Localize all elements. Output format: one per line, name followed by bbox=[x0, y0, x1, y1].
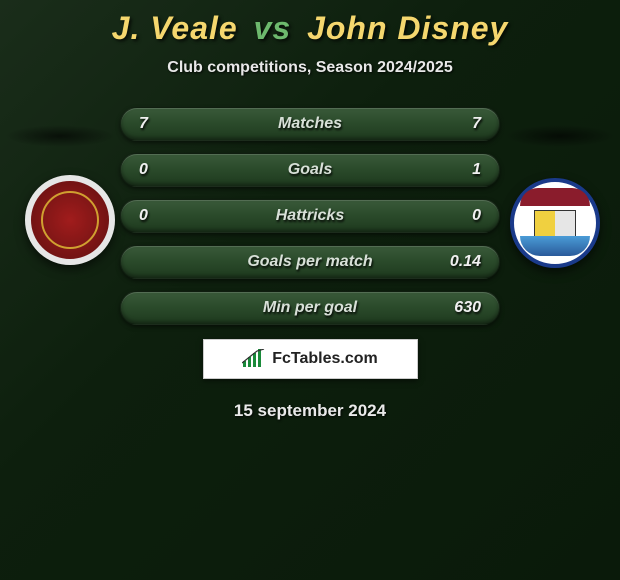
stat-row-matches: 7 Matches 7 bbox=[120, 107, 500, 141]
vs-separator: vs bbox=[254, 10, 292, 46]
stat-right-value: 630 bbox=[441, 299, 481, 317]
stat-right-value: 7 bbox=[441, 115, 481, 133]
stat-left-value: 7 bbox=[139, 115, 179, 133]
stat-label: Hattricks bbox=[179, 207, 441, 225]
stat-right-value: 0 bbox=[441, 207, 481, 225]
club-crest-right bbox=[510, 178, 600, 268]
stat-label: Matches bbox=[179, 115, 441, 133]
comparison-title: J. Veale vs John Disney bbox=[0, 0, 620, 47]
stat-label: Goals per match bbox=[179, 253, 441, 271]
stat-row-hattricks: 0 Hattricks 0 bbox=[120, 199, 500, 233]
stat-label: Goals bbox=[179, 161, 441, 179]
player1-name: J. Veale bbox=[112, 10, 238, 46]
shadow-left bbox=[5, 125, 115, 147]
stat-row-min-per-goal: Min per goal 630 bbox=[120, 291, 500, 325]
subtitle: Club competitions, Season 2024/2025 bbox=[0, 59, 620, 77]
shadow-right bbox=[505, 125, 615, 147]
stat-row-goals-per-match: Goals per match 0.14 bbox=[120, 245, 500, 279]
stat-left-value: 0 bbox=[139, 161, 179, 179]
date-line: 15 september 2024 bbox=[0, 401, 620, 421]
player2-name: John Disney bbox=[307, 10, 508, 46]
stat-right-value: 0.14 bbox=[441, 253, 481, 271]
stat-label: Min per goal bbox=[179, 299, 441, 317]
crest-right-shield bbox=[534, 210, 576, 240]
site-logo[interactable]: FcTables.com bbox=[203, 339, 418, 379]
club-crest-left bbox=[25, 175, 115, 265]
stat-row-goals: 0 Goals 1 bbox=[120, 153, 500, 187]
chart-bars-icon bbox=[242, 349, 266, 369]
stat-rows: 7 Matches 7 0 Goals 1 0 Hattricks 0 Goal… bbox=[120, 107, 500, 325]
logo-text: FcTables.com bbox=[272, 350, 378, 368]
stat-right-value: 1 bbox=[441, 161, 481, 179]
stat-left-value: 0 bbox=[139, 207, 179, 225]
